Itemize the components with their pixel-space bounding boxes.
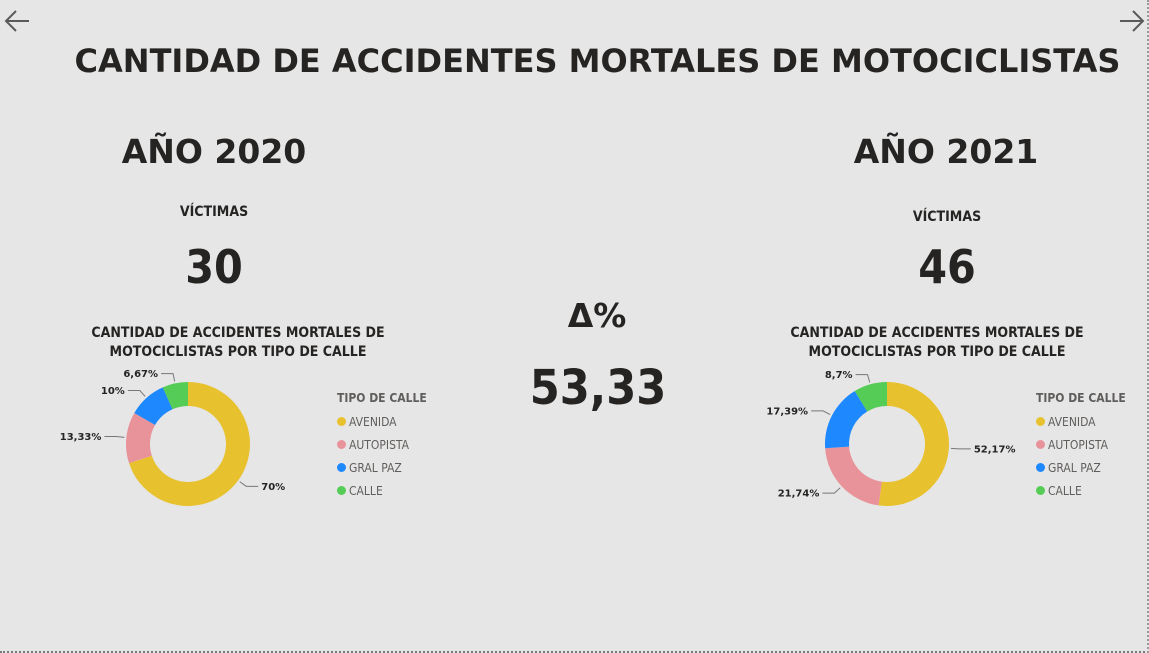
legend-label: AUTOPISTA — [349, 437, 409, 452]
arrow-left-icon[interactable] — [2, 6, 32, 36]
data-label: 70% — [261, 482, 285, 493]
legend-item-autopista[interactable]: AUTOPISTA — [1036, 433, 1126, 456]
kpi-value-2021: 46 — [918, 240, 976, 294]
legend-label: CALLE — [349, 483, 383, 498]
legend-item-gral-paz[interactable]: GRAL PAZ — [1036, 456, 1126, 479]
legend-dot-icon — [1036, 463, 1045, 472]
legend-item-calle[interactable]: CALLE — [1036, 479, 1126, 502]
leader-line — [161, 373, 176, 382]
legend-dot-icon — [1036, 440, 1045, 449]
legend-label: GRAL PAZ — [1048, 460, 1101, 475]
legend-item-gral-paz[interactable]: GRAL PAZ — [337, 456, 427, 479]
arrow-right-icon[interactable] — [1117, 6, 1147, 36]
bottom-border — [0, 651, 1149, 653]
legend-label: CALLE — [1048, 483, 1082, 498]
leader-line — [811, 410, 831, 416]
page-title: CANTIDAD DE ACCIDENTES MORTALES DE MOTOC… — [74, 42, 1121, 80]
data-label: 10% — [101, 386, 125, 397]
chart-title-2020: CANTIDAD DE ACCIDENTES MORTALES DE MOTOC… — [91, 325, 385, 360]
donut-chart-2020[interactable]: 70% 13,33% 10% 6,67% — [58, 360, 318, 520]
kpi-value-2020: 30 — [185, 240, 243, 294]
delta-label: Δ% — [567, 296, 627, 335]
data-label: 8,7% — [825, 370, 853, 381]
data-label: 6,67% — [123, 369, 158, 380]
donut-slice-autopista[interactable] — [825, 446, 882, 506]
leader-line — [822, 487, 841, 494]
legend-dot-icon — [337, 463, 346, 472]
donut-slice-avenida[interactable] — [878, 382, 949, 506]
data-label: 17,39% — [766, 406, 808, 417]
legend-item-calle[interactable]: CALLE — [337, 479, 427, 502]
data-label: 52,17% — [974, 444, 1016, 455]
legend-item-avenida[interactable]: AVENIDA — [1036, 410, 1126, 433]
year-title-2020: AÑO 2020 — [121, 132, 307, 171]
kpi-label-2020: VÍCTIMAS — [179, 204, 249, 220]
kpi-label-2021: VÍCTIMAS — [912, 209, 982, 225]
data-label: 21,74% — [778, 489, 820, 500]
leader-line — [127, 390, 146, 397]
right-border — [1147, 0, 1149, 653]
donut-chart-2021[interactable]: 52,17% 21,74% 17,39% 8,7% — [757, 360, 1047, 520]
legend-dot-icon — [1036, 417, 1045, 426]
legend-item-avenida[interactable]: AVENIDA — [337, 410, 427, 433]
leader-line — [104, 435, 125, 438]
chart-title-2021: CANTIDAD DE ACCIDENTES MORTALES DE MOTOC… — [790, 325, 1084, 360]
donut-slice-gral-paz[interactable] — [134, 387, 173, 426]
legend-dot-icon — [1036, 486, 1045, 495]
legend-dot-icon — [337, 486, 346, 495]
legend-label: AVENIDA — [349, 414, 397, 429]
legend-label: GRAL PAZ — [349, 460, 402, 475]
donut-slice-calle[interactable] — [854, 382, 887, 412]
legend-2020: TIPO DE CALLE AVENIDA AUTOPISTA GRAL PAZ CA… — [337, 391, 427, 502]
legend-dot-icon — [337, 440, 346, 449]
leader-line — [239, 481, 259, 487]
donut-slice-calle[interactable] — [162, 382, 188, 410]
legend-2021: TIPO DE CALLE AVENIDA AUTOPISTA GRAL PAZ CA… — [1036, 391, 1126, 502]
delta-value: 53,33 — [529, 360, 667, 416]
legend-label: AUTOPISTA — [1048, 437, 1108, 452]
leader-line — [855, 374, 871, 383]
legend-item-autopista[interactable]: AUTOPISTA — [337, 433, 427, 456]
legend-dot-icon — [337, 417, 346, 426]
leader-line — [950, 447, 971, 450]
donut-slice-gral-paz[interactable] — [825, 391, 868, 449]
data-label: 13,33% — [60, 432, 102, 443]
donut-slice-avenida[interactable] — [129, 382, 250, 506]
legend-label: AVENIDA — [1048, 414, 1096, 429]
legend-title: TIPO DE CALLE — [1036, 391, 1126, 405]
legend-title: TIPO DE CALLE — [337, 391, 427, 405]
year-title-2021: AÑO 2021 — [853, 132, 1039, 171]
donut-slice-autopista[interactable] — [126, 413, 156, 464]
